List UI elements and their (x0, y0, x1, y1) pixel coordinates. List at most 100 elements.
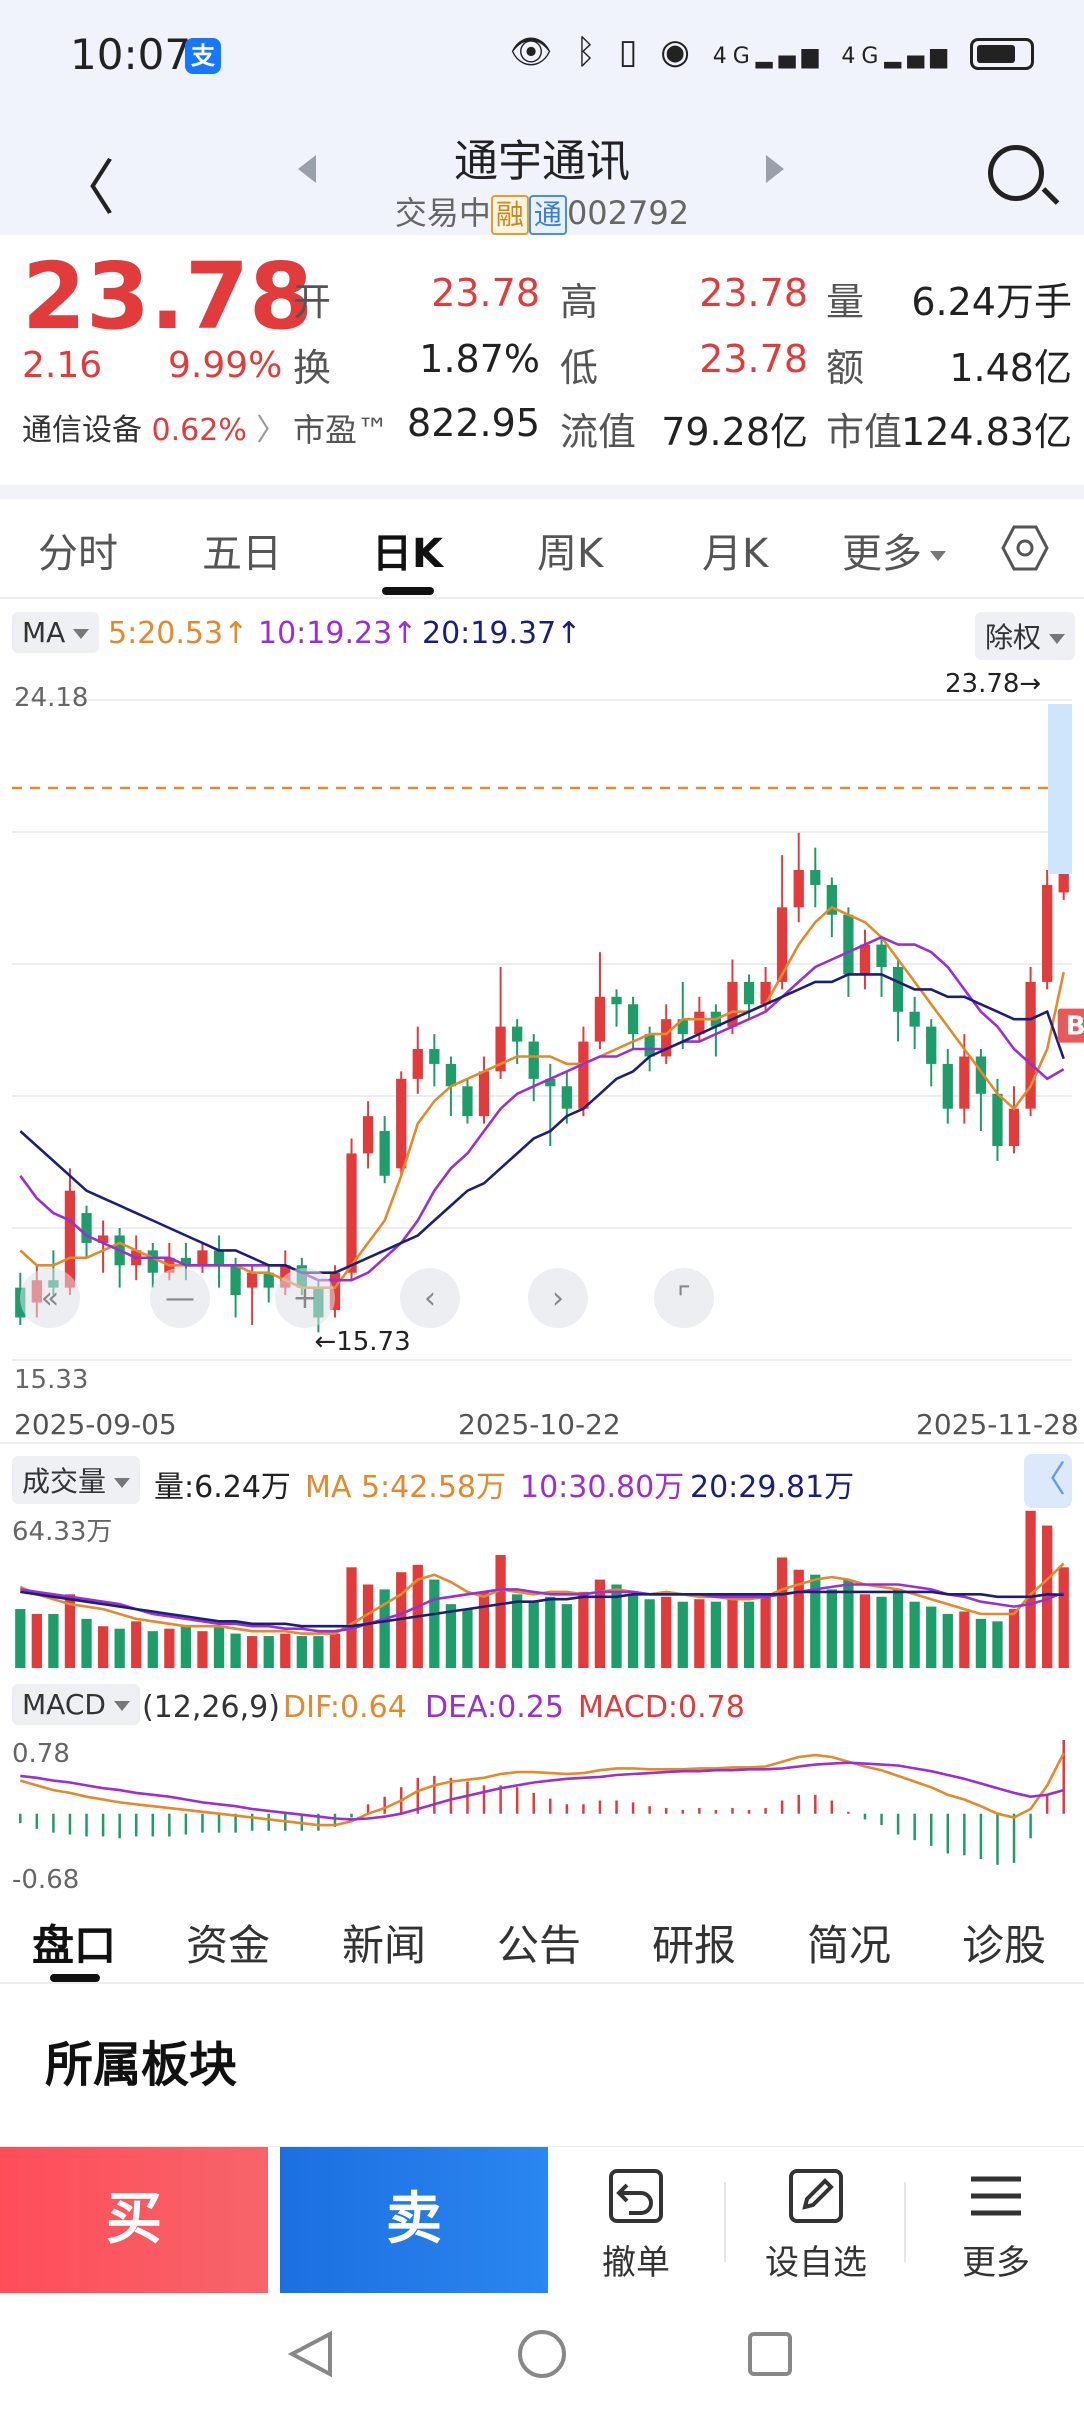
tab-diagnosis[interactable]: 诊股 (962, 1921, 1047, 1970)
stock-subtitle: 交易中融通 002792 (0, 188, 1084, 235)
volume-bar (81, 1618, 92, 1668)
chart-nav-button-3[interactable]: ‹ (400, 1268, 460, 1328)
open-label: 开 (293, 280, 332, 324)
candle (826, 884, 837, 915)
volume-bar (1025, 1510, 1036, 1668)
low-price-label: ←15.73 (314, 1327, 410, 1357)
buy-button[interactable]: 买 (0, 2147, 268, 2293)
prev-stock-icon[interactable] (298, 155, 316, 183)
add-watchlist-button[interactable]: 设自选 (736, 2165, 896, 2284)
tab-five-day[interactable]: 五日 (202, 531, 282, 577)
chart-nav-button-4[interactable]: › (528, 1268, 588, 1328)
volume-label: 量 (826, 280, 865, 324)
macd-value: MACD:0.78 (578, 1690, 745, 1725)
volume-bar (15, 1609, 26, 1668)
ma20-line (19, 973, 1065, 1275)
ma-selector[interactable]: MA (12, 612, 100, 653)
volume-bar (296, 1636, 307, 1668)
tab-announcements[interactable]: 公告 (497, 1921, 582, 1970)
signal-icon-2: 4G▂▄▆ (841, 44, 954, 69)
amount-label: 额 (826, 346, 865, 390)
macd-selector[interactable]: MACD (12, 1684, 140, 1725)
candle (64, 1190, 76, 1288)
candle (760, 981, 771, 1005)
tab-profile[interactable]: 简况 (807, 1921, 892, 1970)
sell-button[interactable]: 卖 (280, 2147, 548, 2293)
tab-funds[interactable]: 资金 (186, 1921, 271, 1970)
quote-panel: 23.78 2.16 9.99% 通信设备 0.62% 〉 开 23.78 高 … (0, 235, 1084, 485)
chart-nav-button-0[interactable]: « (20, 1268, 80, 1328)
chart-nav-icon: — (165, 1281, 195, 1316)
candle (677, 1019, 688, 1035)
dea-line (20, 1761, 1065, 1821)
volume-bar (512, 1594, 523, 1668)
stock-code: 002792 (566, 194, 690, 232)
volume-ma20: 20:29.81万 (690, 1470, 855, 1505)
more-button[interactable]: 更多 (916, 2165, 1076, 2284)
tab-monthly-k[interactable]: 月K (702, 531, 769, 577)
nav-recents-icon[interactable] (748, 2332, 792, 2376)
volume-bar (247, 1636, 258, 1668)
divider (0, 485, 1084, 499)
float-cap-label: 流值 (560, 410, 637, 454)
tab-orderbook[interactable]: 盘口 (32, 1921, 117, 1970)
alipay-icon: 支 (185, 38, 221, 74)
chart-nav-button-5[interactable]: ⌜ (654, 1268, 714, 1328)
collapse-panel-icon[interactable]: 〈 (1024, 1454, 1072, 1508)
kline-chart[interactable]: 24.18 15.33 23.78→ B ←15.73 « — + ‹ › ⌜ 64.33万 0.78 -… (0, 660, 1084, 1896)
candle (263, 1272, 274, 1288)
macd-max-label: 0.78 (12, 1739, 70, 1769)
low-label: 低 (560, 346, 599, 390)
candle (230, 1265, 241, 1296)
candles-layer (15, 729, 1069, 1333)
volume-max-label: 64.33万 (12, 1517, 112, 1547)
divider (904, 2182, 906, 2262)
volume-bar (263, 1636, 274, 1668)
tab-weekly-k[interactable]: 周K (537, 531, 604, 577)
ma-legend: MA 5:20.53↑ 10:19.23↑ 20:19.37↑ 除权 (0, 610, 1084, 660)
volume-ma20-line (20, 1590, 1064, 1628)
sector-link[interactable]: 通信设备 0.62% 〉 (22, 413, 287, 448)
ma20-value: 20:19.37↑ (422, 616, 582, 651)
volume-bar (926, 1606, 937, 1668)
settings-icon[interactable] (1000, 523, 1050, 573)
eye-icon: 👁 (509, 32, 559, 72)
adjust-selector[interactable]: 除权 (975, 612, 1076, 660)
tab-research[interactable]: 研报 (652, 1921, 737, 1970)
tab-daily-k[interactable]: 日K (372, 531, 443, 577)
cancel-order-button[interactable]: 撤单 (556, 2165, 716, 2284)
tab-more[interactable]: 更多 (842, 521, 946, 579)
volume-ma5-line (19, 1562, 1065, 1635)
tab-intraday[interactable]: 分时 (38, 531, 118, 577)
candle (362, 1116, 374, 1154)
tab-news[interactable]: 新闻 (342, 1921, 427, 1970)
overlay-layer: 24.18 15.33 23.78→ B ←15.73 « — + ‹ › ⌜ 64.33万 0.78 -… (12, 669, 1084, 1895)
volume-bar (213, 1626, 225, 1668)
candle (843, 914, 854, 975)
nav-home-icon[interactable] (518, 2330, 566, 2378)
chart-nav-button-1[interactable]: — (150, 1268, 210, 1328)
bluetooth-icon: ᛒ (575, 32, 602, 72)
chart-nav-button-2[interactable]: + (275, 1268, 335, 1328)
volume-bar (429, 1579, 440, 1668)
chart-nav-icon: + (292, 1281, 317, 1316)
volume-bar (743, 1601, 755, 1668)
search-icon[interactable] (988, 145, 1044, 201)
back-icon[interactable]: 〈 (55, 154, 115, 224)
chart-nav-circle (20, 1268, 80, 1328)
candle (1042, 884, 1053, 982)
candle (147, 1250, 158, 1273)
volume-bar (578, 1591, 589, 1668)
x-start-date: 2025-09-05 (14, 1408, 177, 1441)
volume-selector[interactable]: 成交量 (12, 1456, 141, 1504)
nav-back-icon[interactable] (287, 2330, 332, 2378)
open-value: 23.78 (431, 271, 540, 315)
volume-bar (180, 1626, 192, 1668)
next-stock-icon[interactable] (766, 155, 784, 183)
volume-bar (528, 1601, 539, 1668)
candle (346, 1153, 357, 1273)
volume-bar (346, 1567, 357, 1668)
volume-bar (826, 1589, 837, 1668)
volume-bar (495, 1555, 506, 1668)
macd-dif: DIF:0.64 (283, 1690, 407, 1725)
